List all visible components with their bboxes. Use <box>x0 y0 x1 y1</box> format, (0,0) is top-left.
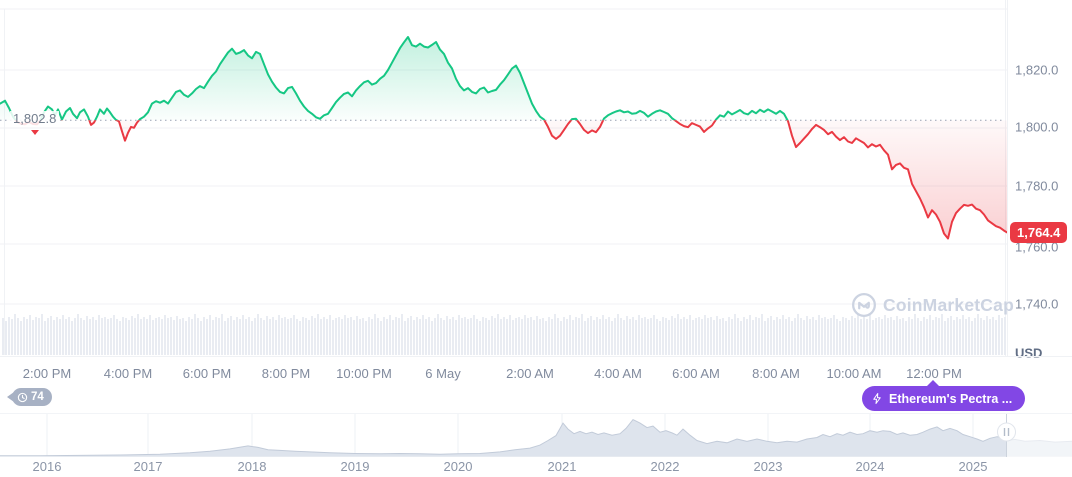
year-axis: 2016 2017 2018 2019 2020 2021 2022 2023 … <box>0 456 1072 477</box>
year-tick: 2018 <box>237 459 267 474</box>
x-tick: 2:00 PM <box>22 366 72 381</box>
x-tick: 8:00 AM <box>752 366 800 381</box>
x-tick: 6:00 PM <box>182 366 232 381</box>
timeline-navigator[interactable] <box>0 413 1072 457</box>
history-clock-icon <box>17 392 28 402</box>
x-tick: 10:00 PM <box>336 366 392 381</box>
price-line-down <box>14 120 1007 240</box>
last-price-badge: 1,764.4 <box>1010 222 1068 243</box>
x-tick: 8:00 PM <box>261 366 311 381</box>
price-chart[interactable] <box>0 0 1007 356</box>
price-down-arrow-icon <box>31 130 39 135</box>
watchers-badge[interactable]: 74 <box>12 388 52 406</box>
price-line-chart[interactable] <box>0 0 1007 356</box>
x-tick: 12:00 PM <box>906 366 962 381</box>
y-tick: 1,800.0 <box>1015 119 1059 135</box>
year-tick: 2020 <box>443 459 473 474</box>
x-tick: 6:00 AM <box>672 366 720 381</box>
navigator-line <box>0 418 1072 457</box>
navigator-handle[interactable] <box>997 422 1016 442</box>
lightning-bolt-icon <box>873 393 881 404</box>
volume-bars <box>2 314 1006 355</box>
year-tick: 2021 <box>547 459 577 474</box>
coinmarketcap-watermark: CoinMarketCap <box>851 292 1014 318</box>
navigator-area <box>0 419 1072 457</box>
x-tick: 10:00 AM <box>826 366 882 381</box>
y-tick: 1,740.0 <box>1015 296 1059 312</box>
year-tick: 2022 <box>650 459 680 474</box>
watchers-count: 74 <box>31 391 44 403</box>
news-annotation-button[interactable]: Ethereum's Pectra ... <box>862 380 1026 411</box>
year-tick: 2023 <box>753 459 783 474</box>
navigator-unselected-mask <box>1006 414 1072 457</box>
navigator-chart[interactable] <box>0 414 1072 457</box>
previous-close-label: 1,802.8 <box>10 111 60 126</box>
news-button-label: Ethereum's Pectra ... <box>889 391 1013 406</box>
x-tick: 4:00 AM <box>594 366 642 381</box>
area-above-baseline <box>0 37 788 121</box>
y-tick: 1,780.0 <box>1015 178 1059 194</box>
watermark-text: CoinMarketCap <box>883 294 1014 315</box>
y-axis: 1,820.0 1,800.0 1,780.0 1,760.0 1,740.0 … <box>1007 0 1072 361</box>
x-tick: 2:00 AM <box>506 366 554 381</box>
y-tick: 1,760.0 <box>1015 239 1059 255</box>
x-tick: 4:00 PM <box>103 366 153 381</box>
year-tick: 2019 <box>340 459 370 474</box>
x-tick: 6 May <box>425 366 461 381</box>
year-tick: 2016 <box>32 459 62 474</box>
year-tick: 2025 <box>958 459 988 474</box>
y-tick: 1,820.0 <box>1015 62 1059 78</box>
coinmarketcap-logo-icon <box>852 293 876 317</box>
year-tick: 2024 <box>855 459 885 474</box>
x-axis: 2:00 PM 4:00 PM 6:00 PM 8:00 PM 10:00 PM… <box>0 356 1072 386</box>
grid-lines <box>0 0 1007 356</box>
price-line-up <box>0 36 789 121</box>
area-below-baseline <box>0 120 1007 239</box>
year-tick: 2017 <box>133 459 163 474</box>
